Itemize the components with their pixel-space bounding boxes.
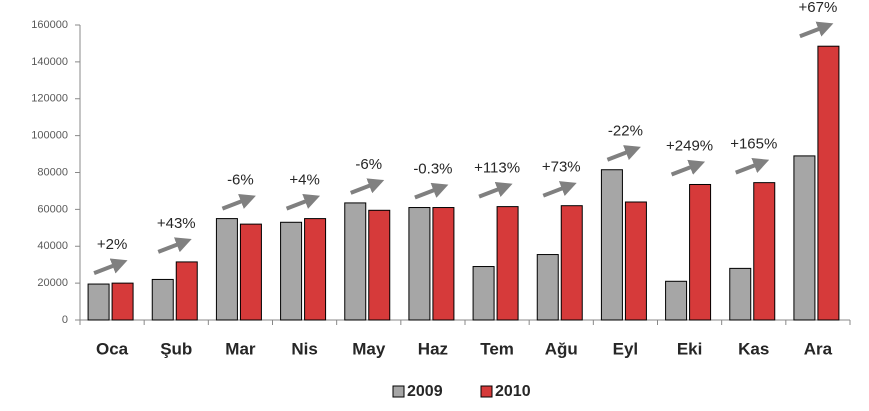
- bar: [472, 266, 495, 321]
- y-tick-label: 0: [62, 314, 68, 326]
- y-tick-label: 20000: [37, 277, 68, 289]
- bar: [689, 183, 712, 321]
- change-arrow: [478, 182, 513, 199]
- change-label: +249%: [666, 137, 713, 154]
- change-arrow: [799, 21, 834, 39]
- x-tick-label: Eyl: [613, 339, 639, 358]
- bar: [151, 278, 174, 321]
- x-tick-label: Mar: [225, 339, 256, 358]
- change-label: +73%: [542, 159, 581, 176]
- x-tick-label: Şub: [160, 339, 192, 358]
- x-tick-label: Ağu: [545, 339, 578, 358]
- legend-label: 2010: [495, 383, 531, 400]
- change-arrow: [350, 178, 385, 195]
- change-label: -0.3%: [413, 161, 452, 178]
- bar: [344, 202, 367, 321]
- bar: [729, 267, 752, 321]
- bar: [600, 169, 623, 321]
- change-arrow: [735, 158, 770, 175]
- change-label: +2%: [97, 236, 127, 253]
- bar: [280, 221, 303, 321]
- x-tick-label: Nis: [291, 339, 317, 358]
- bar: [793, 155, 816, 321]
- x-tick-label: May: [352, 339, 386, 358]
- x-tick-label: Kas: [738, 339, 769, 358]
- change-label: -22%: [608, 123, 643, 140]
- y-tick-label: 120000: [31, 93, 68, 105]
- legend-label: 2009: [407, 383, 443, 400]
- change-label: +113%: [474, 160, 520, 177]
- change-arrow: [670, 159, 706, 177]
- bar: [111, 282, 134, 321]
- y-tick-label: 80000: [37, 166, 68, 178]
- bar: [175, 261, 198, 321]
- bar: [87, 283, 110, 321]
- legend-swatch: [392, 385, 405, 398]
- change-arrow: [285, 193, 321, 211]
- change-label: +165%: [730, 136, 777, 153]
- change-arrow: [93, 258, 128, 275]
- change-label: +4%: [289, 172, 319, 189]
- x-tick-label: Ara: [804, 339, 833, 358]
- x-tick-label: Eki: [677, 339, 703, 358]
- change-arrow: [542, 181, 577, 198]
- change-arrow: [157, 237, 192, 254]
- bar: [432, 207, 455, 321]
- bar: [304, 218, 327, 321]
- change-arrow: [414, 182, 449, 200]
- bar: [624, 201, 647, 321]
- x-tick-label: Tem: [480, 339, 514, 358]
- bar: [817, 45, 840, 321]
- change-label: -6%: [227, 172, 254, 189]
- change-label: +67%: [799, 0, 838, 16]
- change-arrow: [221, 193, 256, 211]
- x-tick-label: Haz: [418, 339, 448, 358]
- change-arrow: [606, 145, 641, 162]
- y-tick-label: 140000: [31, 56, 68, 68]
- y-tick-label: 60000: [37, 203, 68, 215]
- bar: [665, 280, 688, 321]
- x-tick-label: Oca: [96, 339, 129, 358]
- y-tick-label: 40000: [37, 240, 68, 252]
- bar: [239, 223, 262, 321]
- bar: [215, 218, 238, 321]
- change-label: -6%: [355, 156, 382, 173]
- bar: [408, 207, 431, 321]
- bar: [753, 182, 776, 321]
- legend-swatch: [480, 385, 493, 398]
- y-tick-label: 100000: [31, 130, 68, 142]
- bar: [368, 209, 391, 321]
- bar: [536, 254, 559, 321]
- bar: [496, 206, 519, 321]
- y-tick-label: 160000: [31, 19, 68, 31]
- bar: [560, 205, 583, 321]
- change-label: +43%: [157, 215, 196, 232]
